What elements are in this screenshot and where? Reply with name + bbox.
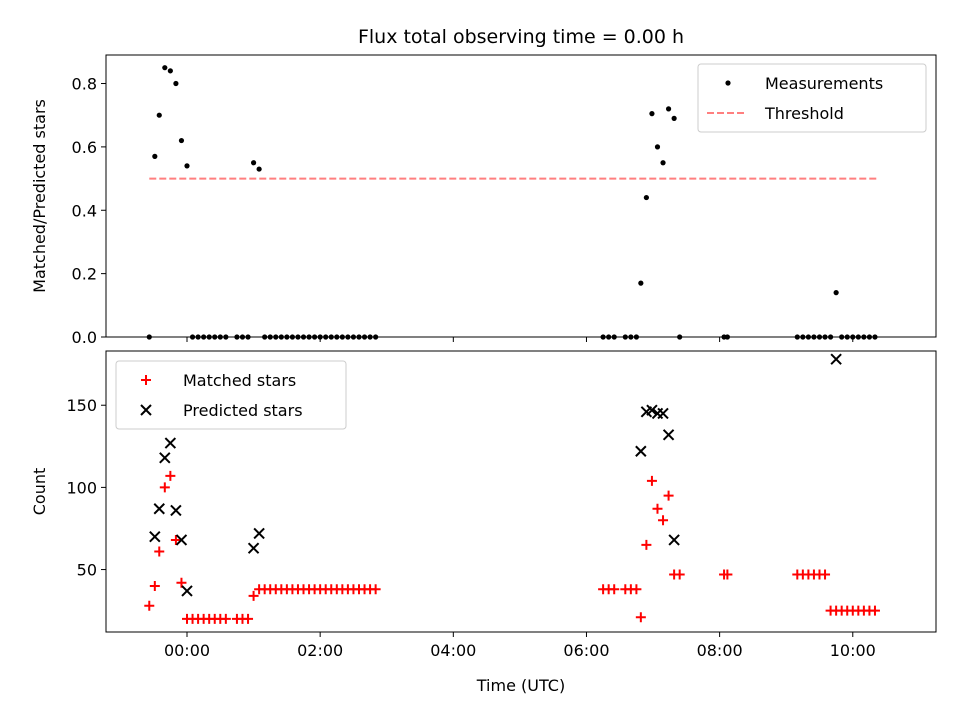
predicted-star-point <box>253 527 265 540</box>
predicted-star-point <box>181 585 193 597</box>
legend-label: Matched stars <box>183 371 296 390</box>
matched-star-point <box>170 534 181 545</box>
matched-star-point <box>663 490 674 501</box>
measurement-point <box>660 160 666 166</box>
matched-star-point <box>820 569 831 580</box>
flux-ratio-axes-frame <box>105 54 937 338</box>
count-legend: Matched stars Predicted stars <box>115 360 347 430</box>
measurement-point <box>671 115 677 121</box>
measurement-point <box>173 80 179 87</box>
count-series-matched-stars <box>144 470 880 624</box>
matched-star-point <box>144 600 155 611</box>
flux-ratio-y-axis-label: Matched/Predicted stars <box>30 99 49 293</box>
matched-star-point <box>176 577 187 588</box>
predicted-star-point <box>635 445 647 457</box>
flux-ratio-ytick-label: 0.0 <box>72 328 97 347</box>
matched-star-point <box>220 613 231 624</box>
matched-star-point <box>165 470 176 481</box>
flux-ratio-ytick-label: 0.4 <box>72 201 97 220</box>
count-xtick-label: 02:00 <box>297 641 343 660</box>
legend-measurements-marker <box>725 80 731 86</box>
predicted-star-point <box>247 542 260 554</box>
count-xtick-label: 06:00 <box>563 641 609 660</box>
matched-star-point <box>631 584 642 595</box>
measurement-point <box>250 160 257 166</box>
flux-ratio-ytick-label: 0.2 <box>72 265 97 284</box>
measurement-point <box>665 106 672 112</box>
count-ytick-label: 50 <box>77 561 97 580</box>
count-x-axis-label: Time (UTC) <box>476 676 565 695</box>
measurement-point <box>649 111 655 117</box>
count-ytick-label: 100 <box>66 478 97 497</box>
measurement-point <box>152 153 158 159</box>
predicted-star-point <box>149 530 161 543</box>
matched-star-point <box>248 590 259 601</box>
matched-star-point <box>641 539 652 550</box>
legend-label: Predicted stars <box>183 401 303 420</box>
count-xtick-label: 00:00 <box>164 641 210 660</box>
matched-star-point <box>609 584 620 595</box>
predicted-star-point <box>153 503 165 515</box>
measurement-point <box>167 68 173 74</box>
count-xtick-label: 10:00 <box>830 641 876 660</box>
legend-predicted-marker <box>140 404 152 416</box>
matched-star-point <box>658 515 669 526</box>
measurement-point <box>638 280 644 286</box>
predicted-star-point <box>662 429 675 441</box>
matched-star-point <box>674 569 685 580</box>
count-axes-frame <box>105 350 937 633</box>
predicted-star-point <box>830 353 842 365</box>
measurement-point <box>178 137 185 144</box>
measurement-point <box>654 144 661 150</box>
predicted-star-point <box>159 452 171 464</box>
legend-matched-marker <box>141 375 151 385</box>
matched-star-point <box>646 475 657 486</box>
matched-star-point <box>370 584 381 595</box>
matched-star-point <box>869 605 880 616</box>
count-panel: 50 100 150 00:00 02:00 04:00 06:00 08:00 10:00 Co… <box>30 350 937 695</box>
measurement-point <box>162 65 168 71</box>
matched-star-point <box>635 612 646 623</box>
measurement-point <box>643 194 649 201</box>
legend-label: Threshold <box>764 104 844 123</box>
measurement-point <box>156 112 162 118</box>
legend-label: Measurements <box>765 74 883 93</box>
matched-star-point <box>722 569 733 580</box>
matched-star-point <box>243 613 254 624</box>
matched-star-point <box>149 580 160 591</box>
matched-star-point <box>159 482 170 493</box>
count-xtick-label: 08:00 <box>697 641 743 660</box>
flux-ratio-panel: 0.0 0.2 0.4 0.6 0.8 Matched/Predicted stars Me… <box>30 54 937 347</box>
legend-box <box>697 63 927 133</box>
predicted-star-point <box>646 404 658 416</box>
count-y-axis-label: Count <box>30 468 49 516</box>
legend-box <box>115 360 347 430</box>
count-series-predicted-stars <box>149 353 842 597</box>
matched-star-point <box>652 503 663 514</box>
predicted-star-point <box>170 504 182 517</box>
flux-ratio-ytick-label: 0.6 <box>72 138 97 157</box>
chart-title: Flux total observing time = 0.00 h <box>358 26 684 48</box>
flux-ratio-ytick-label: 0.8 <box>72 75 97 94</box>
predicted-star-point <box>668 534 680 546</box>
measurement-point <box>184 163 190 169</box>
count-xtick-label: 04:00 <box>430 641 476 660</box>
measurement-point <box>833 290 839 296</box>
measurement-point <box>256 166 262 172</box>
predicted-star-point <box>657 407 669 420</box>
flux-ratio-legend: Measurements Threshold <box>697 63 927 133</box>
predicted-star-point <box>175 534 188 546</box>
predicted-star-point <box>164 437 177 449</box>
matched-star-point <box>154 546 165 557</box>
count-ytick-label: 150 <box>66 396 97 415</box>
